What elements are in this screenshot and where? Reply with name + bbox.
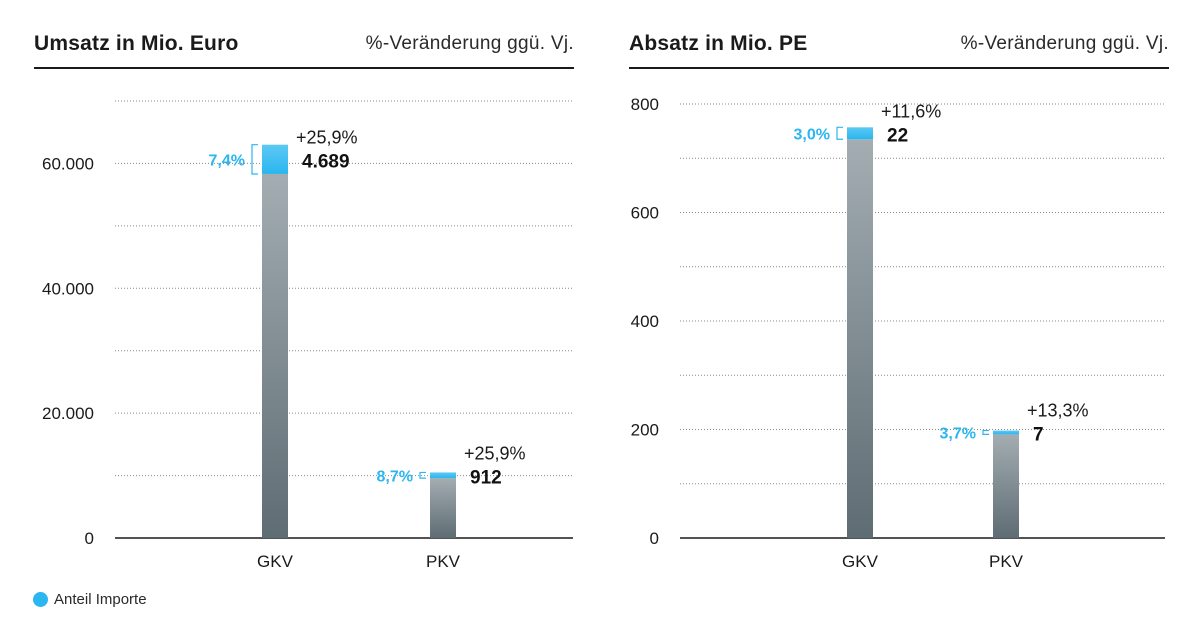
import-bracket: [836, 126, 843, 140]
chart-title: Absatz in Mio. PE: [629, 32, 808, 55]
category-label: GKV: [842, 552, 879, 571]
title-rule: [34, 67, 574, 69]
import-value-label: 4.689: [302, 151, 350, 172]
change-label: +25,9%: [296, 127, 358, 147]
category-label: PKV: [989, 552, 1024, 571]
y-tick-label: 800: [631, 95, 659, 114]
chart-subtitle: %-Veränderung ggü. Vj.: [365, 33, 574, 54]
bar-total: [430, 478, 456, 538]
category-label: PKV: [426, 552, 461, 571]
bar-total: [262, 173, 288, 538]
chart-absatz: 0 200 400 600 800 GKV 3,0% 22 +11,6% PKV 3,7% 7 +13,…: [631, 95, 1165, 571]
import-bracket: [982, 429, 989, 435]
bar-import-segment: [430, 472, 456, 479]
import-value-label: 912: [470, 467, 502, 488]
y-tick-label: 200: [631, 421, 659, 440]
title-rule: [629, 67, 1169, 69]
y-tick-label: 0: [650, 529, 659, 548]
y-tick-label: 20.000: [42, 404, 94, 423]
legend: Anteil Importe: [33, 591, 147, 608]
change-label: +25,9%: [464, 443, 526, 463]
chart-subtitle: %-Veränderung ggü. Vj.: [960, 33, 1169, 54]
import-value-label: 22: [887, 125, 908, 146]
import-share-label: 8,7%: [377, 468, 413, 485]
bar-total: [993, 434, 1019, 538]
import-bracket: [419, 471, 426, 479]
legend-label: Anteil Importe: [54, 591, 147, 608]
y-tick-label: 600: [631, 204, 659, 223]
bar-import-segment: [262, 144, 288, 174]
y-tick-label: 40.000: [42, 279, 94, 298]
y-tick-label: 400: [631, 312, 659, 331]
import-value-label: 7: [1033, 424, 1044, 445]
y-tick-label: 60.000: [42, 154, 94, 173]
import-share-label: 3,7%: [940, 425, 976, 442]
import-share-label: 3,0%: [794, 126, 830, 143]
change-label: +11,6%: [881, 101, 941, 121]
chart-panel-umsatz: Umsatz in Mio. Euro %-Veränderung ggü. V…: [30, 0, 590, 600]
bar-total: [847, 139, 873, 538]
bar-import-segment: [847, 127, 873, 140]
bar-import-segment: [993, 430, 1019, 435]
chart-panel-absatz: Absatz in Mio. PE %-Veränderung ggü. Vj.…: [625, 0, 1185, 600]
change-label: +13,3%: [1027, 400, 1089, 420]
circle-dot-icon: [33, 592, 48, 607]
chart-title: Umsatz in Mio. Euro: [34, 32, 239, 55]
chart-umsatz: 0 20.000 40.000 60.000 GKV 7,4% 4.689 +25,9% PKV…: [42, 100, 573, 571]
import-bracket: [251, 144, 258, 175]
category-label: GKV: [257, 552, 294, 571]
y-tick-label: 0: [85, 529, 94, 548]
import-share-label: 7,4%: [209, 152, 245, 169]
